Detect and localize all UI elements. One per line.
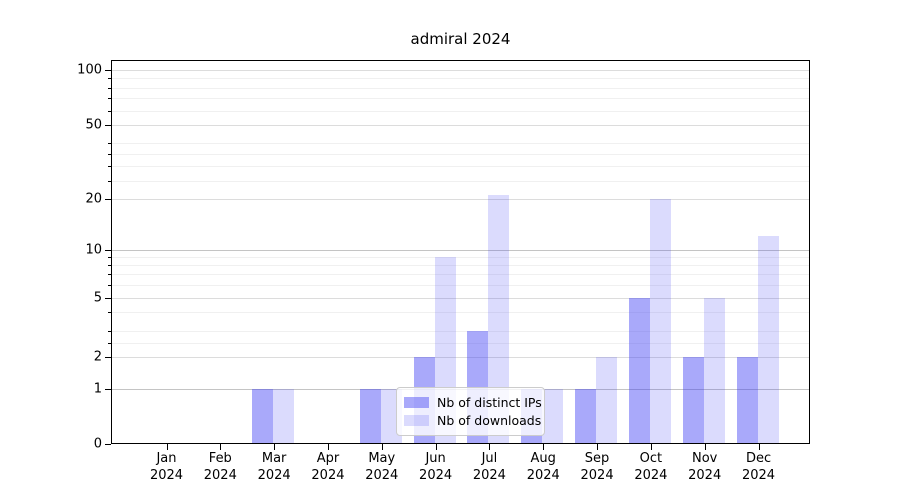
y-tick-mark — [105, 250, 111, 251]
minor-gridline — [111, 165, 810, 167]
major-gridline — [111, 357, 810, 358]
y-tick-mark — [105, 125, 111, 126]
x-tick-mark — [220, 444, 222, 450]
y-minor-tick-mark — [108, 87, 111, 89]
y-minor-tick-mark — [108, 180, 111, 182]
minor-gridline — [111, 87, 810, 89]
y-tick-label: 2 — [93, 349, 102, 365]
major-gridline — [111, 198, 810, 200]
minor-gridline — [111, 110, 810, 112]
bar-ips-may — [359, 389, 381, 444]
chart-legend: Nb of distinct IPs Nb of downloads — [396, 387, 545, 436]
x-tick-label: Sep 2024 — [580, 451, 614, 483]
minor-gridline — [111, 153, 810, 155]
bar-ips-oct — [628, 297, 650, 444]
y-minor-tick-mark — [108, 165, 111, 167]
y-minor-tick-mark — [108, 78, 111, 80]
x-tick-mark — [489, 444, 491, 450]
y-minor-tick-mark — [108, 285, 111, 286]
x-tick-label: Jun 2024 — [419, 451, 453, 483]
y-tick-label: 5 — [93, 290, 102, 305]
bar-downloads-mar — [273, 389, 295, 444]
legend-item-distinct-ips: Nb of distinct IPs — [404, 393, 542, 412]
y-tick-mark — [105, 357, 111, 358]
x-tick-label: May 2024 — [365, 451, 399, 483]
bar-downloads-nov — [703, 297, 725, 444]
bar-downloads-dec — [757, 236, 779, 444]
y-minor-tick-mark — [108, 330, 111, 332]
y-tick-mark — [105, 389, 111, 390]
major-gridline — [111, 250, 810, 251]
x-tick-label: Apr 2024 — [311, 451, 345, 483]
x-tick-label: Aug 2024 — [526, 451, 560, 483]
y-tick-label: 10 — [85, 242, 102, 258]
major-gridline — [111, 297, 810, 299]
bar-downloads-aug — [542, 389, 564, 444]
x-tick-mark — [381, 444, 383, 450]
minor-gridline — [111, 330, 810, 332]
chart-title: admiral 2024 — [410, 30, 511, 48]
x-tick-label: Nov 2024 — [688, 451, 722, 483]
x-tick-mark — [758, 444, 760, 450]
bar-downloads-jul — [488, 194, 510, 444]
x-tick-label: Mar 2024 — [257, 451, 291, 483]
minor-gridline — [111, 342, 810, 344]
bar-ips-sep — [575, 389, 597, 444]
x-tick-mark — [650, 444, 652, 450]
legend-item-downloads: Nb of downloads — [404, 412, 541, 431]
y-tick-label: 1 — [93, 381, 102, 397]
x-tick-mark — [543, 444, 545, 450]
y-minor-tick-mark — [108, 342, 111, 344]
y-minor-tick-mark — [108, 98, 111, 100]
minor-gridline — [111, 285, 810, 286]
y-minor-tick-mark — [108, 110, 111, 112]
x-tick-mark — [166, 444, 168, 450]
y-tick-mark — [105, 444, 111, 445]
minor-gridline — [111, 274, 810, 276]
minor-gridline — [111, 265, 810, 267]
minor-gridline — [111, 142, 810, 144]
x-tick-mark — [435, 444, 437, 450]
y-minor-tick-mark — [108, 153, 111, 155]
x-tick-mark — [274, 444, 276, 450]
y-tick-label: 20 — [85, 191, 102, 206]
x-tick-label: Oct 2024 — [634, 451, 668, 483]
y-tick-label: 0 — [93, 436, 102, 452]
x-tick-label: Jan 2024 — [149, 451, 184, 483]
x-tick-label: Jul 2024 — [472, 451, 506, 483]
x-tick-label: Feb 2024 — [203, 451, 237, 483]
bar-downloads-sep — [596, 357, 618, 444]
y-minor-tick-mark — [108, 257, 111, 259]
major-gridline — [111, 125, 810, 126]
x-tick-mark — [327, 444, 329, 450]
y-minor-tick-mark — [108, 311, 111, 313]
bar-downloads-oct — [649, 198, 671, 444]
x-tick-label: Dec 2024 — [741, 451, 776, 483]
x-tick-mark — [597, 444, 599, 450]
x-tick-mark — [704, 444, 706, 450]
minor-gridline — [111, 311, 810, 313]
y-tick-label: 50 — [85, 117, 102, 133]
y-tick-mark — [105, 297, 111, 299]
minor-gridline — [111, 257, 810, 259]
major-gridline — [111, 70, 810, 71]
y-minor-tick-mark — [108, 265, 111, 267]
y-tick-label: 100 — [77, 62, 102, 78]
y-minor-tick-mark — [108, 142, 111, 144]
y-minor-tick-mark — [108, 274, 111, 276]
legend-swatch-downloads — [404, 415, 429, 427]
minor-gridline — [111, 180, 810, 182]
y-tick-mark — [105, 198, 111, 200]
bar-ips-nov — [682, 357, 704, 444]
legend-label-distinct-ips: Nb of distinct IPs — [437, 394, 542, 410]
legend-swatch-distinct-ips — [404, 396, 429, 408]
bar-ips-mar — [252, 389, 274, 444]
y-tick-mark — [105, 70, 111, 71]
minor-gridline — [111, 98, 810, 100]
legend-label-downloads: Nb of downloads — [437, 413, 542, 429]
minor-gridline — [111, 78, 810, 80]
bar-ips-dec — [736, 357, 758, 444]
